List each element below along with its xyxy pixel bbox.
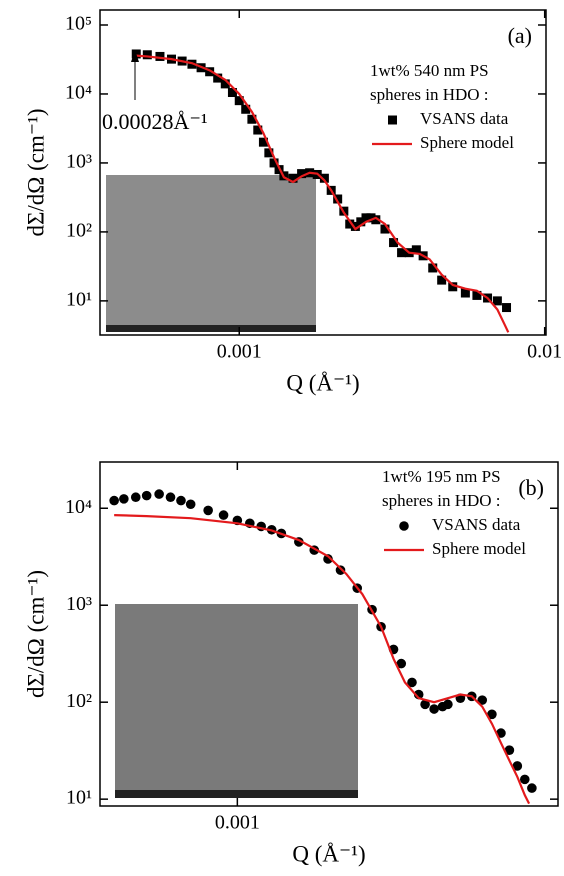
inset-image-a [106, 175, 316, 332]
legend-label: VSANS data [432, 515, 521, 534]
data-point [176, 495, 186, 506]
data-point [288, 173, 298, 183]
data-point [492, 296, 502, 306]
data-point [389, 238, 399, 248]
legend-swatch [388, 115, 397, 125]
data-point [437, 275, 447, 285]
y-tick-label: 10³ [66, 593, 92, 615]
data-point [213, 73, 223, 83]
data-point [380, 224, 390, 234]
data-point [297, 169, 307, 179]
data-point [264, 148, 274, 158]
y-tick-label: 10⁴ [65, 496, 92, 518]
y-tick-label: 10⁵ [65, 13, 92, 35]
data-point [323, 554, 333, 564]
legend-label: Sphere model [420, 133, 514, 152]
data-point [502, 303, 512, 313]
data-point [396, 658, 407, 669]
legend-label: VSANS data [420, 109, 509, 128]
data-point [420, 699, 430, 710]
y-tick-label: 10² [66, 219, 92, 241]
data-point [142, 50, 152, 60]
data-point [428, 263, 438, 273]
y-tick-label: 10² [66, 690, 92, 712]
data-point [448, 282, 458, 292]
data-point [477, 695, 488, 705]
y-tick-label: 10¹ [66, 288, 92, 310]
arrow-head [131, 50, 139, 62]
legend-note: 1wt% 540 nm PS [370, 61, 489, 80]
data-point [234, 96, 244, 106]
data-point [218, 510, 229, 520]
legend-note: 1wt% 195 nm PS [382, 467, 501, 486]
legend-swatch [399, 521, 409, 531]
data-point [460, 288, 470, 298]
data-point [519, 774, 530, 785]
data-point [504, 745, 515, 755]
x-tick-label: 0.01 [527, 341, 562, 363]
data-point [411, 245, 421, 255]
data-point [141, 490, 152, 501]
data-point [371, 215, 381, 225]
x-tick-label: 0.001 [217, 341, 262, 363]
data-point [350, 221, 360, 231]
inset-image-b [115, 604, 358, 798]
legend-label: Sphere model [432, 539, 526, 558]
data-point [205, 67, 215, 77]
data-point [527, 783, 537, 793]
panel-label: (a) [508, 23, 532, 48]
y-tick-label: 10³ [66, 151, 92, 173]
data-point [185, 499, 196, 510]
model-line [136, 54, 510, 333]
data-point [356, 217, 366, 227]
data-point [397, 248, 407, 258]
data-point [253, 125, 263, 135]
data-point [319, 173, 329, 183]
data-point [165, 492, 176, 503]
data-point [361, 213, 371, 223]
data-point [443, 699, 453, 710]
data-point [109, 495, 119, 506]
y-tick-label: 10⁴ [65, 82, 92, 104]
data-point [247, 114, 257, 124]
data-point [154, 489, 164, 499]
y-axis-label: dΣ/dΩ (cm⁻¹) [23, 108, 48, 236]
data-point [487, 709, 497, 720]
sem-info-bar [115, 790, 358, 798]
sem-image [115, 604, 358, 798]
data-point [335, 565, 346, 575]
data-point [258, 137, 268, 147]
model-line [114, 514, 531, 805]
data-point [227, 88, 237, 98]
y-tick-label: 10¹ [66, 787, 92, 809]
y-axis-label: dΣ/dΩ (cm⁻¹) [23, 570, 48, 698]
data-point [366, 213, 376, 223]
data-point [220, 79, 230, 89]
x-axis-label: Q (Å⁻¹) [292, 841, 365, 866]
data-point [429, 704, 439, 714]
plot-frame [99, 461, 559, 807]
data-point [119, 494, 129, 504]
sem-image [106, 175, 316, 332]
x-axis-label: Q (Å⁻¹) [286, 370, 359, 395]
panel-label: (b) [518, 475, 544, 500]
data-point [269, 158, 279, 168]
legend-note: spheres in HDO : [382, 491, 501, 510]
legend-note: spheres in HDO : [370, 85, 489, 104]
data-point [333, 194, 343, 204]
data-point [241, 104, 251, 114]
sem-info-bar [106, 325, 316, 332]
data-point [203, 505, 213, 516]
x-tick-label: 0.001 [215, 812, 260, 834]
data-point [512, 761, 523, 771]
arrow-label: 0.00028Å⁻¹ [102, 109, 208, 134]
data-point [407, 677, 417, 688]
data-point [472, 290, 482, 300]
data-point [345, 219, 355, 229]
plot-frame [99, 9, 547, 336]
data-point [155, 51, 165, 61]
data-point [130, 492, 141, 503]
